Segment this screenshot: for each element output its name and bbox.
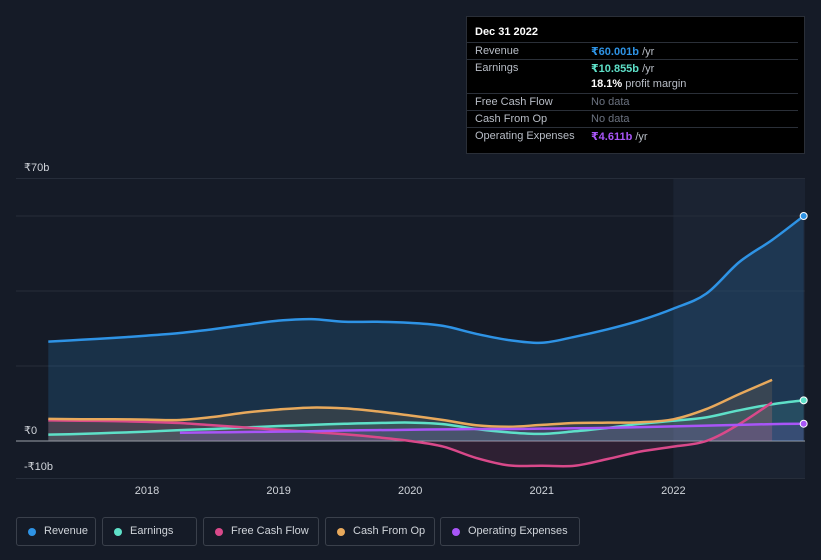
free-cash-flow-area (48, 402, 773, 467)
operating-expenses-endpoint (799, 419, 808, 428)
tooltip-unit-opex: /yr (635, 131, 648, 143)
earnings-dot-icon (114, 528, 122, 536)
tooltip-label-fcf: Free Cash Flow (475, 96, 553, 108)
tooltip-value-revenue: ₹60.001b (591, 46, 640, 58)
revenue-line (48, 215, 805, 345)
operating-expenses-line (179, 422, 804, 435)
x-tick-label: 2019 (266, 485, 290, 497)
tooltip-panel: Dec 31 2022 Revenue ₹60.001b /yr Earning… (466, 16, 805, 154)
tooltip-value-opex: ₹4.611b (591, 131, 633, 143)
earnings-endpoint (799, 396, 808, 405)
legend-label-free-cash-flow: Free Cash Flow (231, 525, 309, 537)
revenue-area (48, 216, 804, 441)
tooltip-label-opex: Operating Expenses (475, 130, 575, 142)
free-cash-flow-dot-icon (215, 528, 223, 536)
tooltip-label-cfo: Cash From Op (475, 113, 548, 125)
y-tick-label: ₹0 (24, 425, 37, 437)
x-tick-label: 2020 (398, 485, 422, 497)
y-tick-label: -₹10b (24, 461, 53, 473)
operating-expenses-dot-icon (452, 528, 460, 536)
tooltip-value-earnings: ₹10.855b (591, 63, 640, 75)
tooltip-row-margin: 18.1% profit margin (467, 76, 798, 93)
tooltip-row-opex: Operating Expenses ₹4.611b /yr (467, 127, 798, 145)
tooltip-value-cfo: No data (591, 113, 630, 125)
tooltip-value-fcf: No data (591, 96, 630, 108)
x-tick-label: 2018 (135, 485, 159, 497)
legend-label-operating-expenses: Operating Expenses (468, 525, 568, 537)
tooltip-row-revenue: Revenue ₹60.001b /yr (467, 42, 798, 60)
x-tick-label: 2022 (661, 485, 685, 497)
cash-from-op-dot-icon (337, 528, 345, 536)
legend-label-cash-from-op: Cash From Op (353, 525, 426, 537)
legend-label-revenue: Revenue (44, 525, 89, 537)
legend-item-revenue[interactable]: Revenue (16, 517, 96, 546)
tooltip-label-earnings: Earnings (475, 62, 519, 74)
earnings-area (48, 400, 804, 441)
tooltip-value-margin: 18.1% (591, 78, 623, 90)
tooltip-row-earnings: Earnings ₹10.855b /yr (467, 59, 798, 77)
chart-canvas: ₹70b ₹0 -₹10b 2018 2019 2020 2021 2022 (16, 162, 808, 497)
tooltip-row-fcf: Free Cash Flow No data (467, 93, 798, 111)
revenue-dot-icon (28, 528, 36, 536)
tooltip-unit-earnings: /yr (642, 63, 655, 75)
legend-item-earnings[interactable]: Earnings (102, 517, 197, 546)
x-tick-label: 2021 (530, 485, 554, 497)
tooltip-unit-revenue: /yr (642, 46, 655, 58)
cash-from-op-line (48, 378, 773, 429)
highlight-region (673, 178, 805, 478)
legend-item-operating-expenses[interactable]: Operating Expenses (440, 517, 580, 546)
revenue-endpoint (799, 212, 808, 220)
tooltip-label-revenue: Revenue (475, 45, 520, 57)
tooltip-date: Dec 31 2022 (475, 26, 538, 38)
earnings-line (48, 399, 804, 436)
tooltip-row-cfo: Cash From Op No data (467, 110, 798, 128)
legend-label-earnings: Earnings (130, 525, 174, 537)
legend-item-free-cash-flow[interactable]: Free Cash Flow (203, 517, 319, 546)
free-cash-flow-line (48, 401, 773, 468)
tooltip-margin-text: profit margin (625, 78, 687, 90)
y-tick-label: ₹70b (24, 162, 49, 174)
legend-item-cash-from-op[interactable]: Cash From Op (325, 517, 435, 546)
